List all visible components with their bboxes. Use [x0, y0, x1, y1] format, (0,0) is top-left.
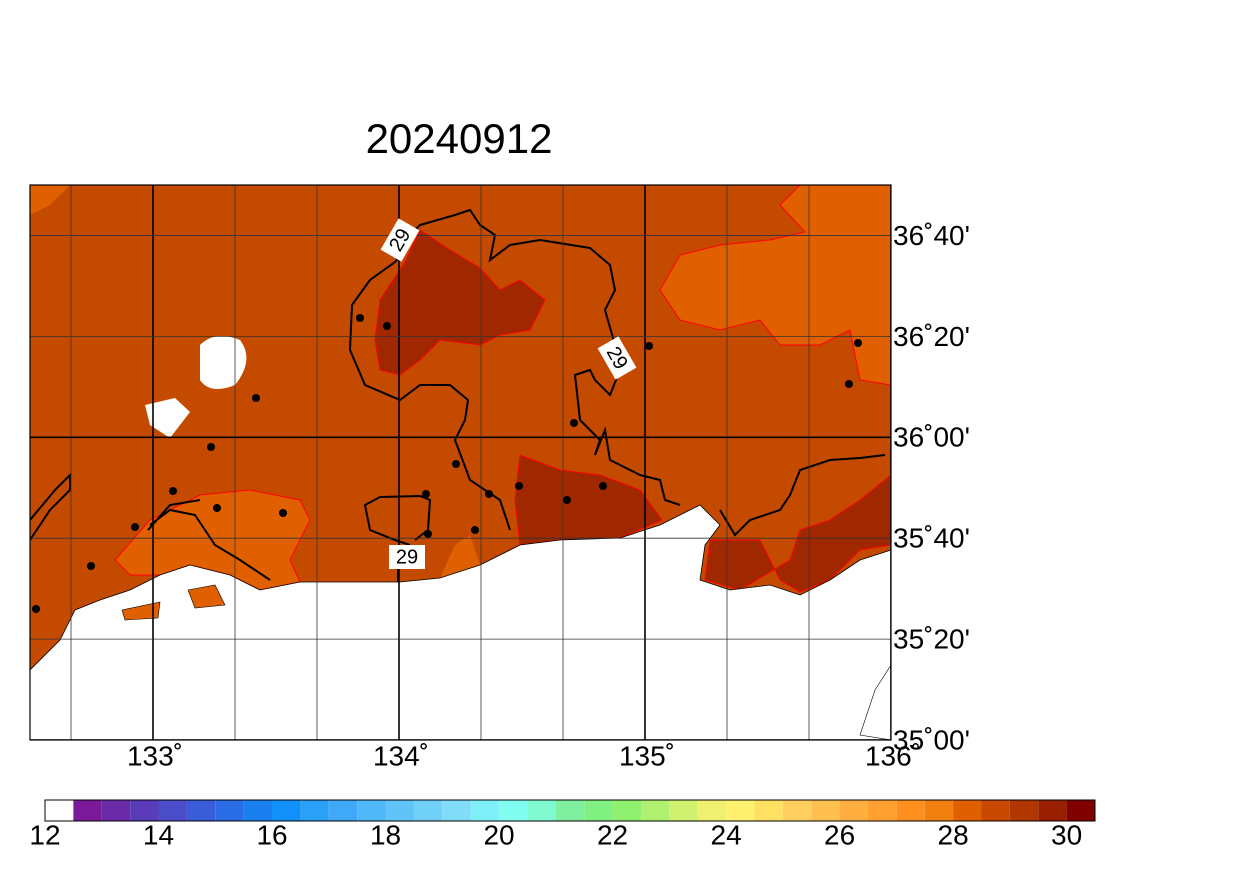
colorbar-box: [867, 800, 897, 821]
colorbar-box: [1038, 800, 1067, 821]
colorbar-box: [470, 800, 500, 821]
map-frame: [29, 184, 892, 741]
colorbar-tick-label: 12: [29, 819, 60, 850]
dark-region: [374, 229, 546, 376]
colorbar-tick-label: 28: [938, 819, 969, 850]
axes: 133˚ 134˚ 135˚ 136˚35˚00' 35˚20' 35˚40' 36˚00'…: [127, 220, 970, 772]
colorbar-tick-label: 18: [370, 819, 401, 850]
island: [187, 584, 226, 609]
colorbar-tick-label: 22: [597, 819, 628, 850]
colorbar-box: [640, 800, 670, 821]
island: [145, 398, 190, 438]
y-tick-label: 36˚20': [893, 321, 970, 352]
y-tick-label: 35˚40': [893, 523, 970, 554]
light-region: [659, 185, 891, 386]
colorbar-box: [328, 800, 358, 821]
colorbar-box: [981, 800, 1010, 821]
colorbar-box: [499, 800, 528, 821]
x-tick-label: 135˚: [619, 740, 675, 771]
graticule: [30, 185, 891, 740]
colorbar-box: [697, 800, 727, 821]
y-tick-label: 36˚40': [893, 220, 970, 251]
colorbar-box: [527, 800, 556, 821]
colorbar-box: [101, 800, 131, 821]
stations: [32, 314, 862, 613]
x-tick-label: 134˚: [373, 740, 429, 771]
colorbar-box: [669, 800, 698, 821]
colorbar-box: [300, 800, 329, 821]
colorbar-box: [584, 800, 613, 821]
colorbar-box: [442, 800, 471, 821]
sea: [30, 504, 891, 740]
colorbar-box: [243, 800, 273, 821]
colorbar-box: [896, 800, 925, 821]
colorbar-box: [726, 800, 755, 821]
map-field: [30, 185, 891, 740]
colorbar-box: [73, 800, 102, 821]
y-tick-label: 36˚00': [893, 422, 970, 453]
colorbar-box: [811, 800, 840, 821]
colorbar-box: [186, 800, 216, 821]
colorbar-box: [782, 800, 812, 821]
y-tick-label: 35˚20': [893, 623, 970, 654]
colorbar-tick-label: 30: [1051, 819, 1082, 850]
colorbar-box: [555, 800, 585, 821]
colorbar-tick-label: 14: [143, 819, 174, 850]
colorbar-tick-label: 20: [483, 819, 514, 850]
light-region: [30, 185, 70, 215]
colorbar-box: [385, 800, 414, 821]
contour-label: 29: [389, 545, 425, 569]
dark-region: [704, 474, 891, 593]
colorbar-box: [130, 800, 159, 821]
colorbar-box: [1066, 800, 1095, 821]
colorbar-box: [924, 800, 954, 821]
colorbar-box: [272, 800, 301, 821]
colorbar-box: [1009, 800, 1039, 821]
y-tick-label: 35˚00': [893, 724, 970, 755]
colorbar-frame: [44, 799, 1096, 822]
x-tick-label: 133˚: [127, 740, 183, 771]
colorbar: 12 14 16 18 20 22 24 26 28 30: [29, 799, 1096, 850]
dark-region: [514, 454, 663, 546]
contour-label-text: 29: [396, 546, 418, 568]
colorbar-tick-label: 16: [256, 819, 287, 850]
colorbar-box: [413, 800, 443, 821]
light-region: [440, 535, 480, 578]
colorbar-box: [215, 800, 244, 821]
colorbar-box: [612, 800, 641, 821]
colorbar-box: [357, 800, 386, 821]
colorbar-box: [839, 800, 868, 821]
island: [121, 601, 161, 621]
colorbar-tick-label: 24: [711, 819, 742, 850]
coast: [859, 664, 891, 740]
colorbar-tick-label: 26: [824, 819, 855, 850]
title: 20240912: [366, 115, 553, 162]
colorbar-box: [953, 800, 982, 821]
x-tick-label: 136˚: [865, 740, 921, 771]
colorbar-box: [754, 800, 783, 821]
colorbar-box: [45, 800, 74, 821]
colorbar-box: [158, 800, 187, 821]
